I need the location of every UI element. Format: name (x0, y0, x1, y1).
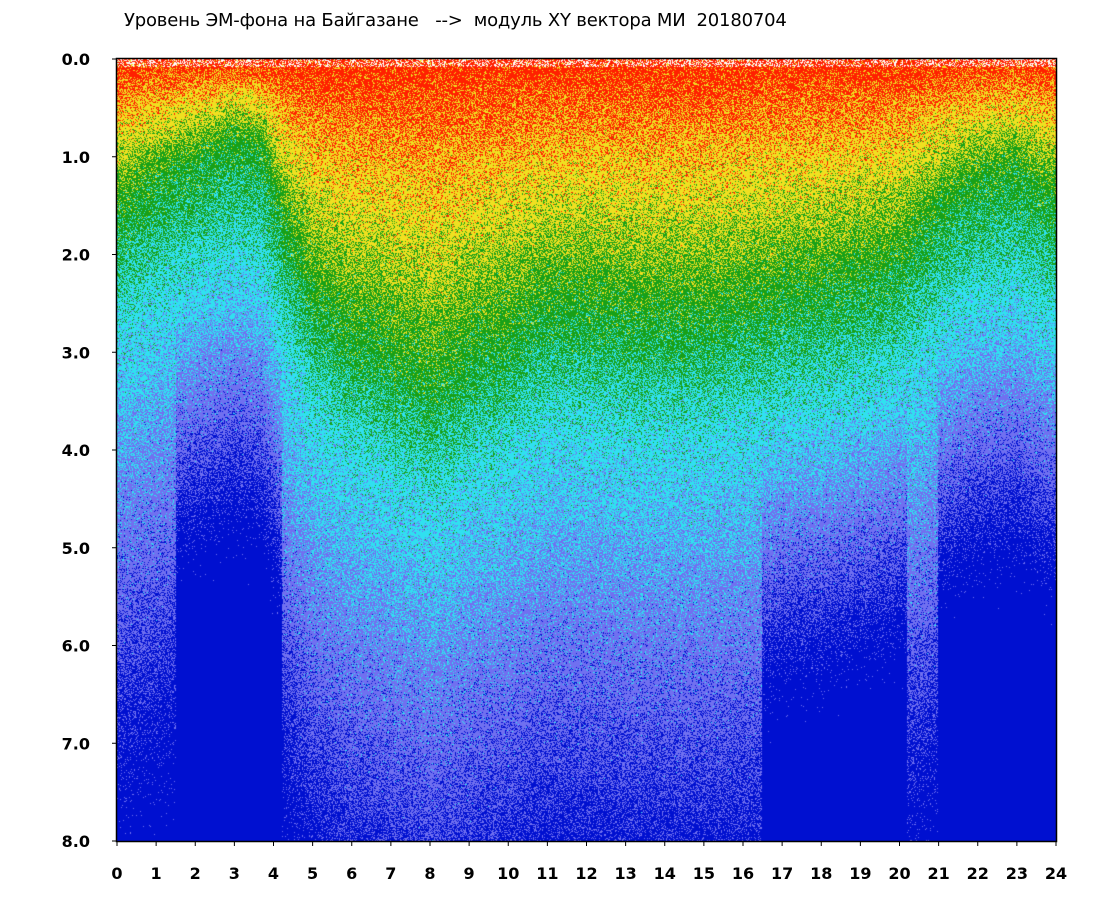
x-tick-label: 11 (536, 864, 558, 883)
chart-title: Уровень ЭМ-фона на Байгазане --> модуль … (124, 10, 787, 31)
y-tick-label: 0.0 (62, 50, 90, 69)
x-tick-label: 16 (732, 864, 754, 883)
x-tick-label: 2 (190, 864, 201, 883)
x-tick-label: 3 (229, 864, 240, 883)
y-tick-label: 4.0 (62, 441, 90, 460)
x-tick-label: 19 (849, 864, 871, 883)
x-tick-label: 20 (888, 864, 910, 883)
x-tick-label: 10 (497, 864, 519, 883)
x-tick-label: 13 (614, 864, 636, 883)
x-tick-label: 0 (111, 864, 122, 883)
x-tick-label: 4 (268, 864, 279, 883)
x-tick-label: 7 (385, 864, 396, 883)
x-tick-label: 9 (464, 864, 475, 883)
x-tick-label: 6 (346, 864, 357, 883)
x-tick-label: 21 (927, 864, 949, 883)
y-tick-label: 3.0 (62, 343, 90, 362)
x-tick-label: 12 (575, 864, 597, 883)
x-tick-label: 24 (1045, 864, 1067, 883)
heatmap-image (117, 59, 1056, 841)
y-tick-label: 5.0 (62, 539, 90, 558)
x-tick-label: 14 (654, 864, 676, 883)
x-tick-label: 15 (693, 864, 715, 883)
y-tick-label: 1.0 (62, 148, 90, 167)
y-tick-label: 2.0 (62, 246, 90, 265)
x-tick-label: 5 (307, 864, 318, 883)
axis-ticks: 0 1 2 3 4 5 6 7 8 9 10 11 12 13 14 15 16 17 18 19 20 21 22 23 24… (62, 50, 1067, 883)
x-tick-label: 22 (967, 864, 989, 883)
x-tick-label: 8 (424, 864, 435, 883)
y-tick-label: 6.0 (62, 637, 90, 656)
x-tick-label: 1 (151, 864, 162, 883)
x-tick-label: 17 (771, 864, 793, 883)
x-tick-label: 18 (810, 864, 832, 883)
y-tick-label: 8.0 (62, 832, 90, 851)
x-tick-label: 23 (1006, 864, 1028, 883)
y-tick-label: 7.0 (62, 734, 90, 753)
